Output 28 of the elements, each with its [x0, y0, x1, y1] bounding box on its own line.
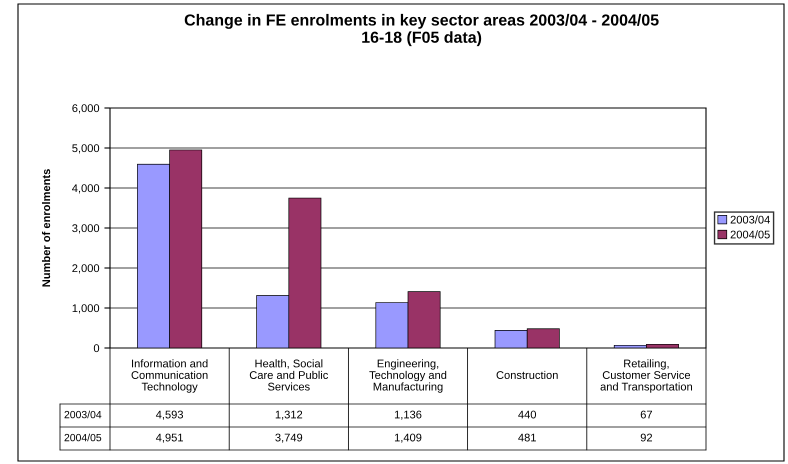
data-label: 440 — [518, 410, 536, 418]
y-tick-label: 4,000 — [72, 184, 100, 194]
y-tick-label: 3,000 — [72, 224, 100, 234]
text: 2004/05 — [64, 434, 102, 442]
y-axis-title: Number of enrolments — [42, 169, 50, 287]
y-tick-label: 6,000 — [72, 104, 100, 114]
x-tick-label: Retailing, Customer Service and Transportation — [600, 359, 692, 393]
y-tick-label: 2,000 — [72, 264, 100, 274]
data-label: 1,136 — [394, 410, 422, 420]
text: 2003/04 — [64, 410, 102, 418]
x-tick-label: Construction — [496, 370, 558, 379]
data-label: 3,749 — [275, 434, 302, 443]
y-tick-label: 5,000 — [72, 144, 100, 154]
x-tick-label: Information and Communication Technology — [132, 359, 208, 393]
data-label: 67 — [640, 410, 652, 418]
x-tick-label: Engineering, Technology and Manufacturing — [369, 359, 446, 393]
y-tick-label: 0 — [94, 344, 100, 352]
data-label: 92 — [640, 434, 652, 442]
chart-title: Change in FE enrolments in key sector areas 2003/04 - 2004/05 16-18 (F05 data) — [184, 14, 659, 46]
data-label: 1,409 — [394, 434, 422, 443]
x-tick-label: Health, Social Care and Public Services — [250, 359, 328, 391]
y-tick-label: 1,000 — [72, 304, 100, 314]
data-label: 4,593 — [156, 410, 184, 420]
legend-label: 2003/04 — [730, 215, 770, 224]
data-label: 4,951 — [156, 434, 183, 443]
data-label: 1,312 — [276, 410, 302, 420]
legend-label: 2004/05 — [730, 230, 770, 238]
data-label: 481 — [518, 434, 536, 442]
